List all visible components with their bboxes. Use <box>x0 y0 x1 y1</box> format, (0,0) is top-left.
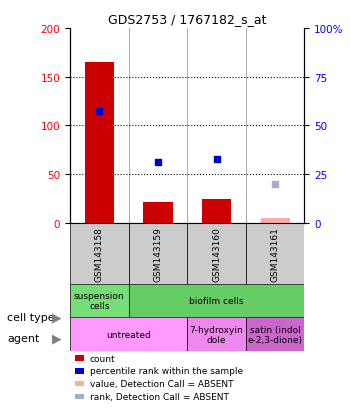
Bar <box>129 223 187 284</box>
Text: percentile rank within the sample: percentile rank within the sample <box>90 367 243 375</box>
Bar <box>70 318 187 351</box>
Bar <box>70 223 129 284</box>
Bar <box>129 284 304 318</box>
Text: GSM143159: GSM143159 <box>153 226 162 281</box>
Bar <box>75 356 84 361</box>
Text: ▶: ▶ <box>52 331 61 344</box>
Text: GSM143161: GSM143161 <box>271 226 280 281</box>
Text: value, Detection Call = ABSENT: value, Detection Call = ABSENT <box>90 379 233 388</box>
Text: 7-hydroxyin
dole: 7-hydroxyin dole <box>190 325 244 344</box>
Text: suspension
cells: suspension cells <box>74 291 125 311</box>
Bar <box>246 223 304 284</box>
Bar <box>143 202 173 223</box>
Bar <box>246 318 304 351</box>
Text: GSM143160: GSM143160 <box>212 226 221 281</box>
Text: untreated: untreated <box>106 330 151 339</box>
Bar <box>187 318 246 351</box>
Bar <box>70 284 129 318</box>
Text: biofilm cells: biofilm cells <box>189 297 244 306</box>
Text: agent: agent <box>7 333 39 343</box>
Text: ▶: ▶ <box>52 311 61 324</box>
Bar <box>85 63 114 223</box>
Bar <box>75 394 84 399</box>
Text: rank, Detection Call = ABSENT: rank, Detection Call = ABSENT <box>90 392 229 401</box>
Bar <box>202 199 231 223</box>
Text: GSM143158: GSM143158 <box>95 226 104 281</box>
Text: count: count <box>90 354 116 363</box>
Title: GDS2753 / 1767182_s_at: GDS2753 / 1767182_s_at <box>108 13 266 26</box>
Bar <box>187 223 246 284</box>
Bar <box>75 368 84 374</box>
Text: cell type: cell type <box>7 312 55 322</box>
Bar <box>75 381 84 387</box>
Bar <box>260 218 290 223</box>
Text: satin (indol
e-2,3-dione): satin (indol e-2,3-dione) <box>248 325 303 344</box>
